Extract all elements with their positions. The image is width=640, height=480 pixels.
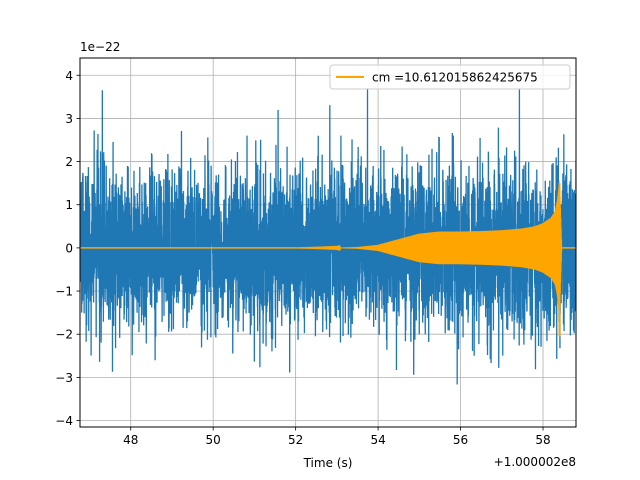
plot-area [80, 88, 576, 385]
x-offset-label: +1.000002e8 [494, 455, 576, 469]
y-scale-label: 1e−22 [80, 40, 120, 54]
axes-frame [79, 57, 577, 428]
x-tick-label: 58 [535, 433, 550, 447]
y-axis: −4 −3 −2 −1 0 1 2 3 4 [55, 69, 80, 428]
x-tick-label: 52 [288, 433, 303, 447]
y-tick-label: −4 [55, 414, 73, 428]
x-tick-label: 50 [206, 433, 221, 447]
y-tick-label: −3 [55, 371, 73, 385]
y-tick-label: 1 [65, 198, 73, 212]
x-tick-label: 54 [370, 433, 385, 447]
noise-series-line [80, 88, 576, 385]
y-tick-label: 0 [65, 241, 73, 255]
y-tick-label: −2 [55, 328, 73, 342]
x-tick-label: 56 [453, 433, 468, 447]
x-axis-label: Time (s) [303, 456, 353, 470]
x-axis: 48 50 52 54 56 58 [123, 427, 551, 447]
legend-label: cm =10.612015862425675 [372, 71, 538, 85]
chirp-series-line [80, 184, 576, 313]
y-tick-label: −1 [55, 285, 73, 299]
y-tick-label: 4 [65, 69, 73, 83]
y-tick-label: 2 [65, 155, 73, 169]
x-tick-label: 48 [123, 433, 138, 447]
legend-box [329, 64, 571, 90]
y-tick-label: 3 [65, 112, 73, 126]
legend: cm =10.612015862425675 [329, 64, 571, 90]
